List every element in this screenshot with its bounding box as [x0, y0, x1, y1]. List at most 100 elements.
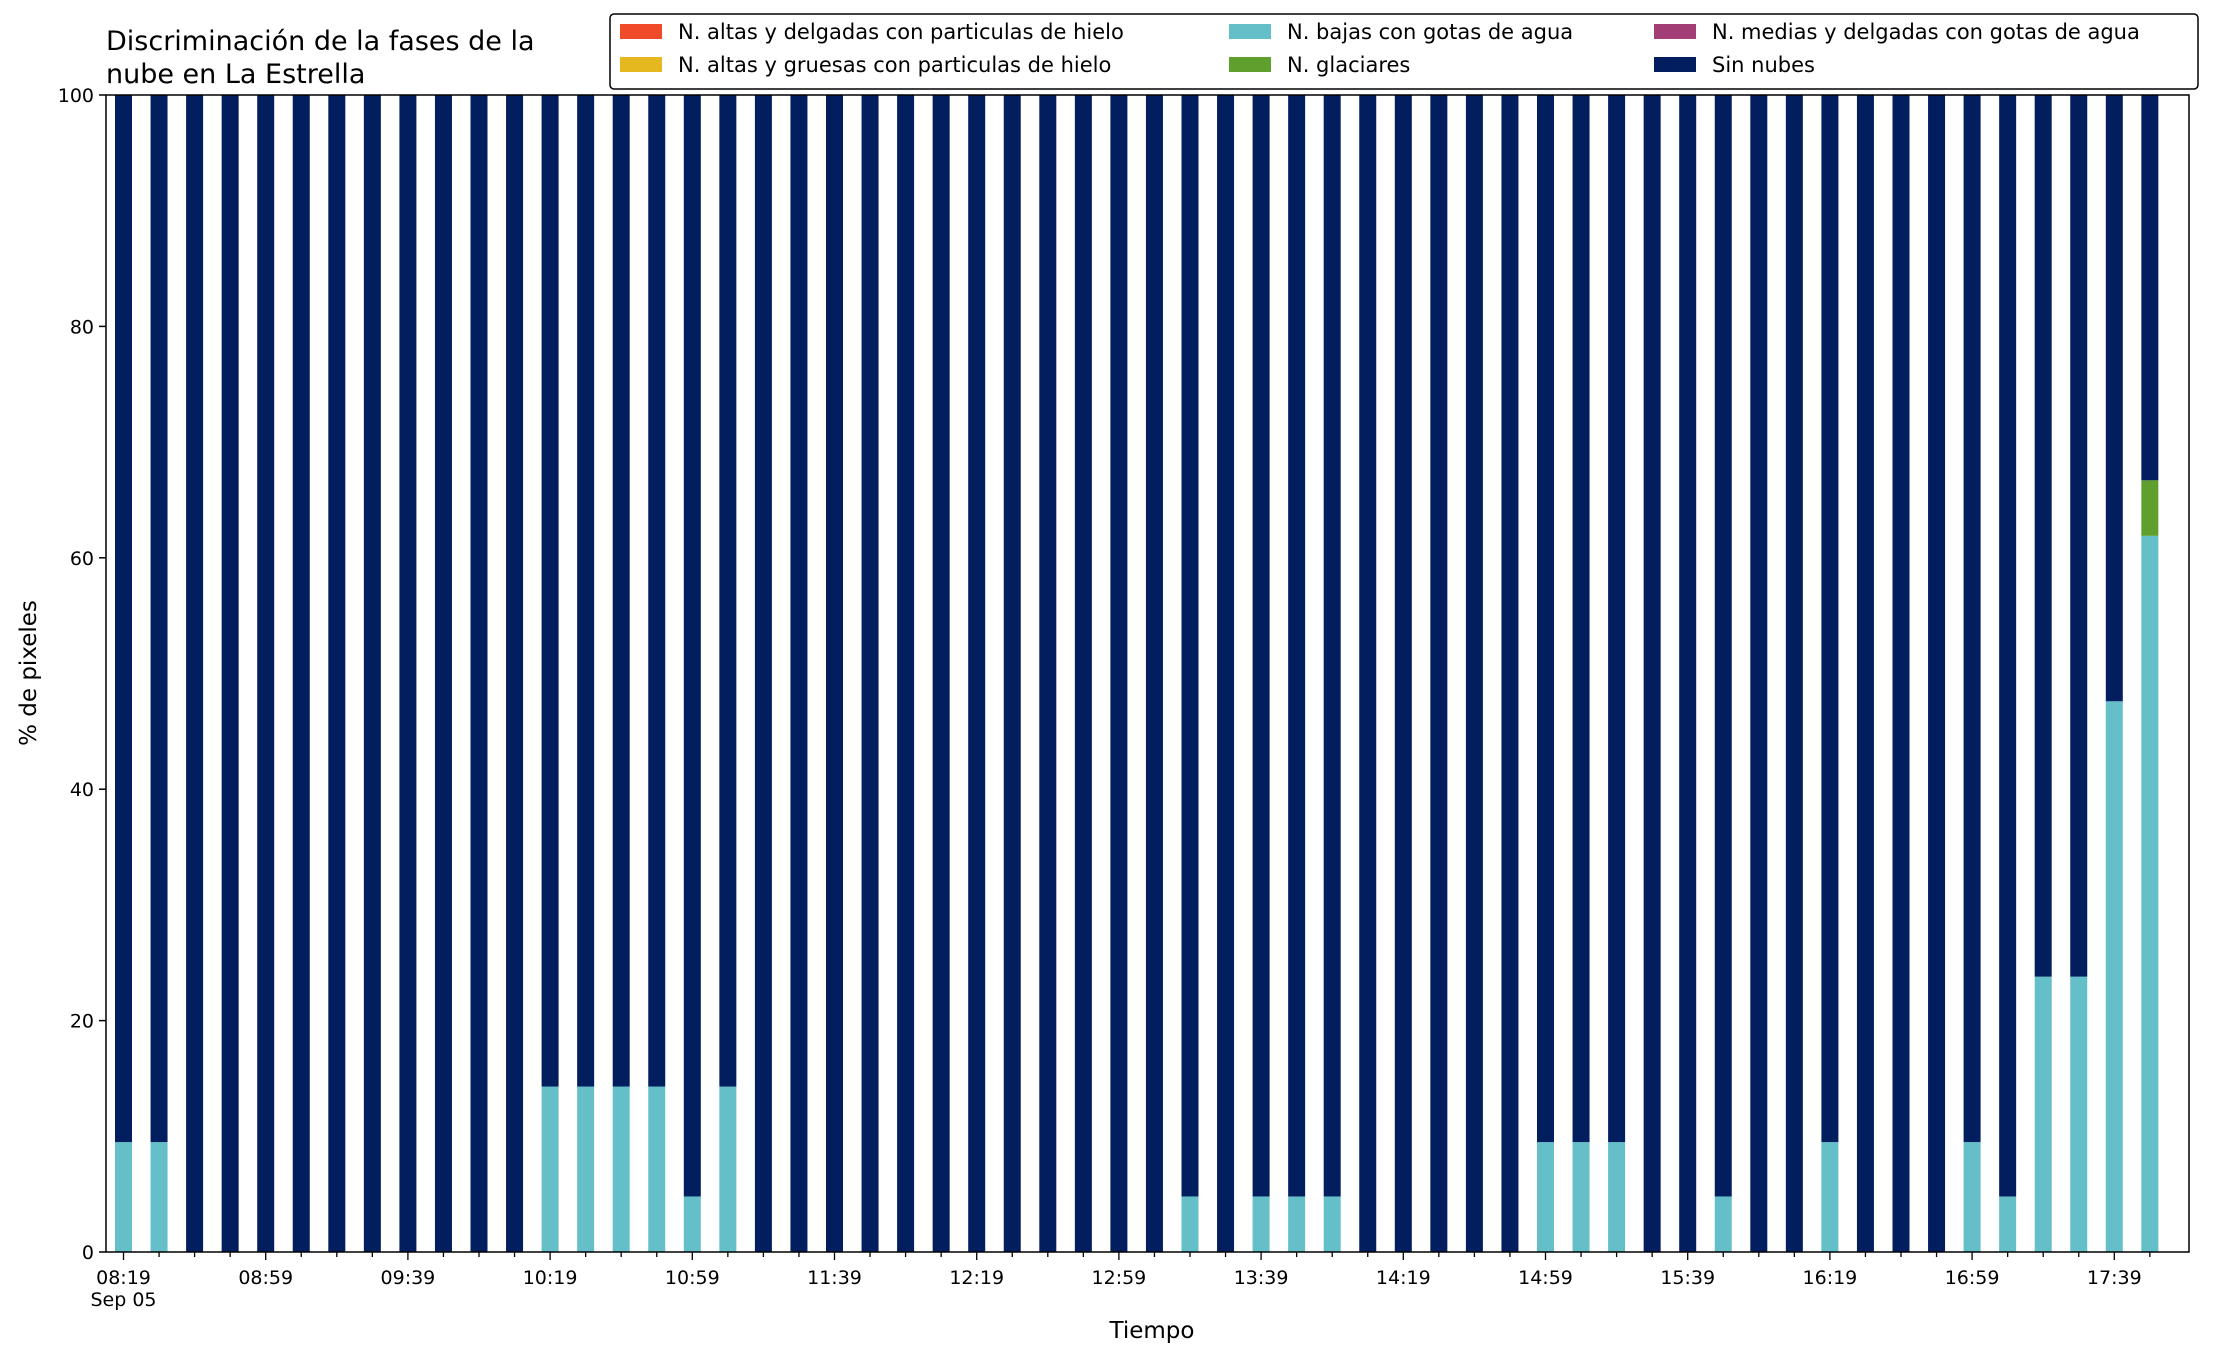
- bar-segment-5-42: [1608, 95, 1626, 1143]
- bar-segment-5-23: [932, 95, 950, 1252]
- bar-segment-2-34: [1323, 1196, 1341, 1252]
- bar-segment-5-31: [1217, 95, 1235, 1252]
- bar-segment-5-10: [470, 95, 488, 1252]
- bar-segment-5-18: [754, 95, 772, 1252]
- legend-swatch: [620, 24, 662, 39]
- bar-segment-5-37: [1430, 95, 1448, 1252]
- y-tick-label: 40: [70, 779, 94, 801]
- legend-swatch: [1229, 24, 1271, 39]
- bar-segment-5-49: [1856, 95, 1874, 1252]
- y-tick-label: 20: [70, 1011, 94, 1033]
- bar-segment-5-55: [2070, 95, 2088, 977]
- bar-segment-2-13: [577, 1086, 595, 1252]
- bar-segment-5-27: [1074, 95, 1092, 1252]
- x-tick-label: 10:19: [523, 1267, 578, 1289]
- y-tick-label: 60: [70, 548, 94, 570]
- bar-segment-5-19: [790, 95, 808, 1252]
- bar-segment-5-39: [1501, 95, 1519, 1252]
- legend-label: N. medias y delgadas con gotas de agua: [1712, 20, 2140, 44]
- bar-segment-5-45: [1714, 95, 1732, 1197]
- bar-segment-5-8: [399, 95, 417, 1252]
- bar-segment-5-14: [612, 95, 630, 1087]
- bar-segment-2-54: [2034, 976, 2052, 1252]
- bar-segment-5-16: [683, 95, 701, 1197]
- legend: N. altas y delgadas con particulas de hi…: [609, 13, 2199, 90]
- x-tick-label: 12:59: [1092, 1267, 1147, 1289]
- bar-segment-2-52: [1963, 1142, 1981, 1252]
- bar-segment-2-55: [2070, 976, 2088, 1252]
- bar-segment-5-48: [1821, 95, 1839, 1143]
- plot-frame: [105, 94, 2190, 1253]
- y-tick-label: 0: [82, 1242, 94, 1264]
- y-tick-label: 80: [70, 316, 94, 338]
- bar-segment-5-25: [1003, 95, 1021, 1252]
- bar-segment-2-48: [1821, 1142, 1839, 1252]
- legend-swatch: [620, 57, 662, 72]
- bars-group: [115, 95, 2159, 1252]
- bar-segment-5-36: [1394, 95, 1412, 1252]
- bar-segment-5-30: [1181, 95, 1199, 1197]
- x-tick-label: 09:39: [381, 1267, 436, 1289]
- bar-segment-5-28: [1110, 95, 1128, 1252]
- bar-segment-5-41: [1572, 95, 1590, 1143]
- x-tick-date-label: Sep 05: [90, 1289, 156, 1311]
- bar-segment-5-52: [1963, 95, 1981, 1143]
- bar-segment-5-24: [968, 95, 986, 1252]
- x-tick-label: 08:59: [238, 1267, 293, 1289]
- bar-segment-5-29: [1145, 95, 1163, 1252]
- bar-segment-5-12: [541, 95, 559, 1087]
- legend-label: N. altas y delgadas con particulas de hi…: [678, 20, 1124, 44]
- bar-segment-5-7: [363, 95, 381, 1252]
- bar-segment-5-26: [1039, 95, 1057, 1252]
- bar-segment-3-57: [2141, 480, 2159, 536]
- bar-segment-5-43: [1643, 95, 1661, 1252]
- x-tick-label: 16:19: [1803, 1267, 1858, 1289]
- bar-segment-2-57: [2141, 535, 2159, 1252]
- bar-segment-5-32: [1252, 95, 1270, 1197]
- bar-segment-5-15: [648, 95, 666, 1087]
- bar-segment-2-40: [1537, 1142, 1554, 1252]
- bar-segment-5-1: [150, 95, 168, 1143]
- bar-segment-2-42: [1608, 1142, 1626, 1252]
- bar-segment-5-50: [1892, 95, 1910, 1252]
- bar-segment-2-33: [1288, 1196, 1306, 1252]
- bar-segment-5-2: [186, 95, 204, 1252]
- x-tick-label: 10:59: [665, 1267, 720, 1289]
- legend-label: N. bajas con gotas de agua: [1287, 20, 1573, 44]
- legend-swatch: [1229, 57, 1271, 72]
- x-tick-label: 08:19: [96, 1267, 151, 1289]
- bar-segment-5-38: [1465, 95, 1483, 1252]
- legend-swatch: [1654, 24, 1696, 39]
- bar-segment-2-12: [541, 1086, 559, 1252]
- bar-segment-2-0: [115, 1142, 132, 1252]
- chart-title-line-2: nube en La Estrella: [106, 59, 365, 90]
- bar-segment-5-20: [826, 95, 843, 1252]
- x-tick-label: 11:39: [807, 1267, 862, 1289]
- x-tick-label: 12:19: [949, 1267, 1004, 1289]
- x-tick-label: 14:59: [1518, 1267, 1573, 1289]
- bar-segment-5-22: [897, 95, 915, 1252]
- bar-segment-5-17: [719, 95, 737, 1087]
- legend-label: Sin nubes: [1712, 53, 1815, 77]
- bar-segment-5-4: [257, 95, 275, 1252]
- bar-segment-2-14: [612, 1086, 630, 1252]
- bar-segment-2-16: [683, 1196, 701, 1252]
- bar-segment-5-21: [861, 95, 879, 1252]
- legend-swatch: [1654, 57, 1696, 72]
- bar-segment-2-32: [1252, 1196, 1270, 1252]
- x-tick-label: 17:39: [2087, 1267, 2142, 1289]
- bar-segment-2-17: [719, 1086, 737, 1252]
- legend-box: [609, 13, 2199, 90]
- bar-segment-2-30: [1181, 1196, 1199, 1252]
- x-axis-label: Tiempo: [1109, 1318, 1195, 1344]
- bar-segment-5-0: [115, 95, 132, 1143]
- x-tick-label: 16:59: [1945, 1267, 2000, 1289]
- bar-segment-5-56: [2105, 95, 2123, 702]
- bar-segment-5-53: [1999, 95, 2017, 1197]
- bar-segment-5-13: [577, 95, 595, 1087]
- bar-segment-5-9: [434, 95, 452, 1252]
- bar-segment-2-56: [2105, 701, 2123, 1252]
- legend-label: N. altas y gruesas con particulas de hie…: [678, 53, 1111, 77]
- bar-segment-5-33: [1288, 95, 1306, 1197]
